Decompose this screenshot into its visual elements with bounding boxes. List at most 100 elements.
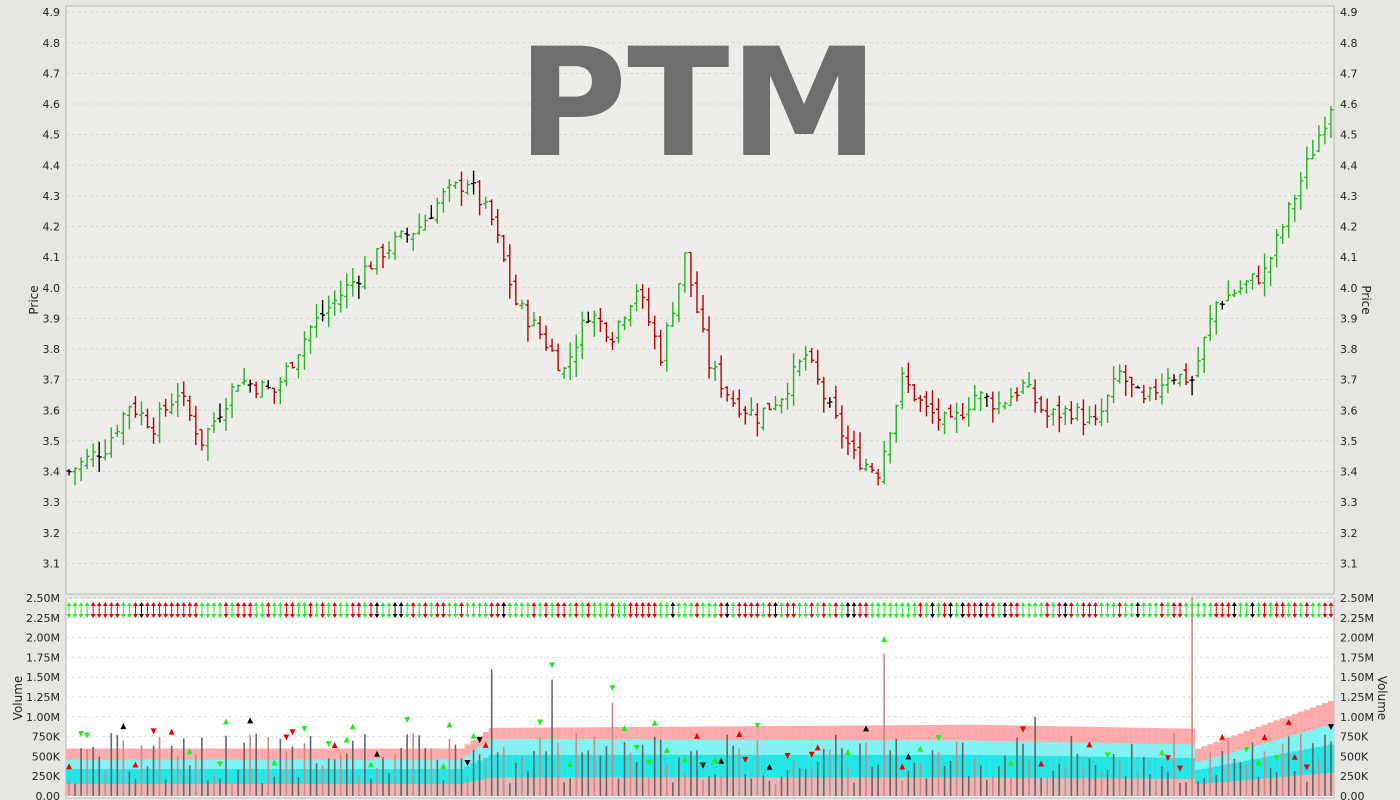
signal-arrow-up — [615, 602, 621, 606]
volume-tick-label: 2.00M — [1340, 632, 1374, 645]
volume-signal-arrow — [78, 731, 85, 738]
signal-arrow-down — [990, 614, 996, 618]
signal-arrow-down — [108, 614, 114, 618]
signal-arrow-down — [434, 614, 440, 618]
signal-arrow-down — [1123, 614, 1129, 618]
signal-arrow-up — [821, 602, 827, 606]
signal-arrow-up — [1256, 602, 1262, 606]
signal-arrow-down — [1038, 614, 1044, 618]
volume-signal-arrow — [367, 761, 374, 768]
signal-arrow-down — [332, 614, 338, 618]
signal-arrow-down — [893, 614, 899, 618]
signal-arrow-up — [187, 602, 193, 606]
signal-arrow-up — [1177, 602, 1183, 606]
volume-signal-arrow — [150, 728, 157, 735]
price-tick-label: 4.4 — [1340, 159, 1358, 172]
signal-arrow-down — [839, 614, 845, 618]
signal-arrow-down — [936, 614, 942, 618]
signal-arrow-down — [1159, 614, 1165, 618]
volume-signal-arrow — [247, 717, 254, 724]
signal-arrow-down — [229, 614, 235, 618]
signal-arrow-up — [289, 602, 295, 606]
volume-signal-arrow — [651, 719, 658, 726]
signal-arrow-up — [1286, 602, 1292, 606]
signal-arrow-up — [404, 602, 410, 606]
signal-arrow-up — [169, 602, 175, 606]
volume-tick-label: 750K — [32, 731, 61, 744]
volume-signal-arrow — [814, 744, 821, 751]
signal-arrow-down — [609, 614, 615, 618]
signal-arrow-down — [295, 614, 301, 618]
signal-arrow-down — [1328, 614, 1334, 618]
signal-arrow-up — [217, 602, 223, 606]
price-tick-label: 3.4 — [1340, 466, 1358, 479]
signal-arrow-up — [682, 602, 688, 606]
signal-arrow-down — [809, 614, 815, 618]
signal-arrow-down — [706, 614, 712, 618]
volume-signal-arrow — [440, 762, 447, 769]
signal-arrow-down — [718, 614, 724, 618]
signal-arrow-up — [851, 602, 857, 606]
signal-arrow-down — [531, 614, 537, 618]
signal-arrow-up — [1159, 602, 1165, 606]
signal-arrow-down — [748, 614, 754, 618]
signal-arrow-up — [126, 602, 132, 606]
signal-arrow-up — [525, 602, 531, 606]
signal-arrow-up — [1268, 602, 1274, 606]
volume-bars — [68, 598, 1332, 796]
volume-signal-arrow — [844, 748, 851, 755]
signal-arrow-down — [929, 614, 935, 618]
price-tick-label: 3.1 — [43, 557, 61, 570]
signal-arrow-down — [791, 614, 797, 618]
volume-arrows — [66, 636, 1334, 772]
price-tick-label: 3.5 — [1340, 435, 1358, 448]
signal-arrow-up — [694, 602, 700, 606]
signal-arrow-down — [1207, 614, 1213, 618]
signal-arrow-down — [996, 614, 1002, 618]
signal-arrow-up — [1080, 602, 1086, 606]
signal-arrow-down — [157, 614, 163, 618]
signal-arrow-down — [833, 614, 839, 618]
signal-arrow-down — [1141, 614, 1147, 618]
signal-arrow-down — [579, 614, 585, 618]
signal-arrow-up — [646, 602, 652, 606]
signal-arrow-up — [519, 602, 525, 606]
signal-arrow-down — [682, 614, 688, 618]
signal-arrow-down — [145, 614, 151, 618]
signal-arrow-up — [1008, 602, 1014, 606]
signal-arrow-down — [1304, 614, 1310, 618]
signal-arrow-down — [851, 614, 857, 618]
signal-arrow-down — [960, 614, 966, 618]
signal-arrow-down — [1195, 614, 1201, 618]
signal-arrow-up — [1074, 602, 1080, 606]
signal-arrow-down — [1316, 614, 1322, 618]
volume-signal-arrow — [464, 760, 471, 767]
signal-arrow-up — [1050, 602, 1056, 606]
signal-arrow-up — [917, 602, 923, 606]
signal-arrow-up — [730, 602, 736, 606]
signal-arrow-down — [1310, 614, 1316, 618]
signal-arrow-up — [1207, 602, 1213, 606]
signal-arrow-down — [779, 614, 785, 618]
signal-arrow-up — [724, 602, 730, 606]
signal-arrow-down — [948, 614, 954, 618]
signal-arrow-up — [664, 602, 670, 606]
signal-arrow-down — [760, 614, 766, 618]
signal-arrow-up — [984, 602, 990, 606]
signal-arrow-up — [1135, 602, 1141, 606]
signal-arrow-up — [259, 602, 265, 606]
volume-band-cyan-dark — [1038, 755, 1045, 796]
signal-arrow-up — [271, 602, 277, 606]
signal-arrow-up — [942, 602, 948, 606]
price-tick-label: 4.3 — [43, 190, 61, 203]
signal-arrow-up — [1310, 602, 1316, 606]
price-tick-label: 3.6 — [43, 404, 61, 417]
volume-signal-arrow — [899, 763, 906, 770]
signal-arrow-down — [845, 614, 851, 618]
signal-arrow-up — [458, 602, 464, 606]
signal-arrow-down — [1008, 614, 1014, 618]
volume-signal-arrow — [609, 685, 616, 692]
signal-arrow-down — [736, 614, 742, 618]
signal-arrow-up — [899, 602, 905, 606]
price-tick-label: 3.2 — [1340, 527, 1358, 540]
